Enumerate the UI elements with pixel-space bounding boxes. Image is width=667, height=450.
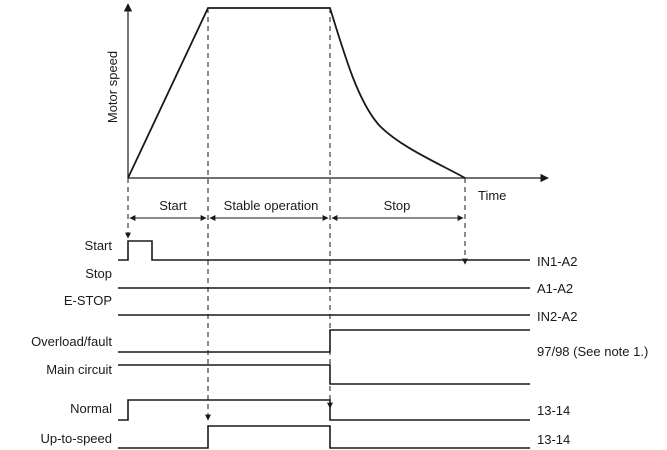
phase-stop-label: Stop: [384, 198, 411, 213]
terminal-label-normal: 13-14: [537, 403, 570, 418]
x-axis-label: Time: [478, 188, 506, 203]
signal-label-estop: E-STOP: [64, 293, 112, 308]
terminal-label-overload: 97/98 (See note 1.): [537, 344, 648, 359]
signal-label-overload: Overload/fault: [31, 334, 112, 349]
terminal-label-start: IN1-A2: [537, 254, 577, 269]
motor-speed-curve: [127, 7, 466, 179]
waveform-normal: [118, 399, 530, 421]
signal-label-start: Start: [85, 238, 113, 253]
waveform-up-to-speed: [118, 425, 530, 449]
waveform-overload: [118, 329, 530, 353]
terminal-label-estop: IN2-A2: [537, 309, 577, 324]
signal-label-up-to-speed: Up-to-speed: [40, 431, 112, 446]
phase-stable-label: Stable operation: [224, 198, 319, 213]
signal-label-main-circuit: Main circuit: [46, 362, 112, 377]
phase-start-label: Start: [159, 198, 187, 213]
signal-label-stop: Stop: [85, 266, 112, 281]
signal-label-normal: Normal: [70, 401, 112, 416]
terminal-label-stop: A1-A2: [537, 281, 573, 296]
waveform-main-circuit: [118, 364, 530, 385]
terminal-label-up-to-speed: 13-14: [537, 432, 570, 447]
y-axis-label: Motor speed: [105, 51, 120, 123]
waveform-start: [118, 240, 530, 261]
